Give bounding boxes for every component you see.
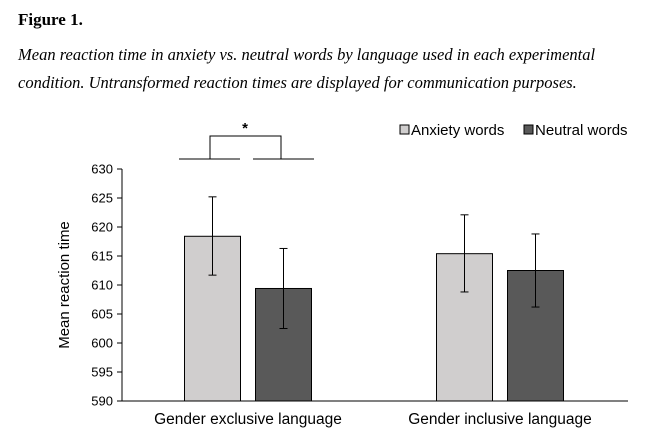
legend-label-1: Neutral words <box>535 122 628 139</box>
legend-label-0: Anxiety words <box>411 122 504 139</box>
bars-layer <box>184 235 564 402</box>
bracket-top <box>209 135 282 159</box>
figure-label: Figure 1. <box>18 10 83 29</box>
figure-caption: Mean reaction time in anxiety vs. neutra… <box>18 45 596 92</box>
error-bars-layer <box>208 196 540 329</box>
y-axis-label: Mean reaction time <box>56 221 73 349</box>
y-tick-label: 605 <box>91 307 113 322</box>
y-tick-label: 595 <box>91 365 113 380</box>
significance-bracket: * <box>179 120 314 160</box>
y-tick-label: 590 <box>91 394 113 409</box>
legend: Anxiety words Neutral words <box>399 122 628 139</box>
legend-swatch-1 <box>523 124 534 135</box>
legend-swatch-0 <box>399 124 410 135</box>
y-tick-label: 630 <box>91 162 113 177</box>
category-label-1: Gender inclusive language <box>408 411 592 428</box>
y-tick-label: 610 <box>91 278 113 293</box>
category-label-0: Gender exclusive language <box>154 411 342 428</box>
y-axis: 590 595 600 605 610 615 620 625 630 Mean reaction… <box>56 162 628 409</box>
y-tick-label: 600 <box>91 336 113 351</box>
category-labels: Gender exclusive language Gender inclusiv… <box>154 411 592 428</box>
y-tick-label: 620 <box>91 220 113 235</box>
significance-star: * <box>242 120 248 137</box>
y-tick-label: 615 <box>91 249 113 264</box>
y-tick-label: 625 <box>91 191 113 206</box>
